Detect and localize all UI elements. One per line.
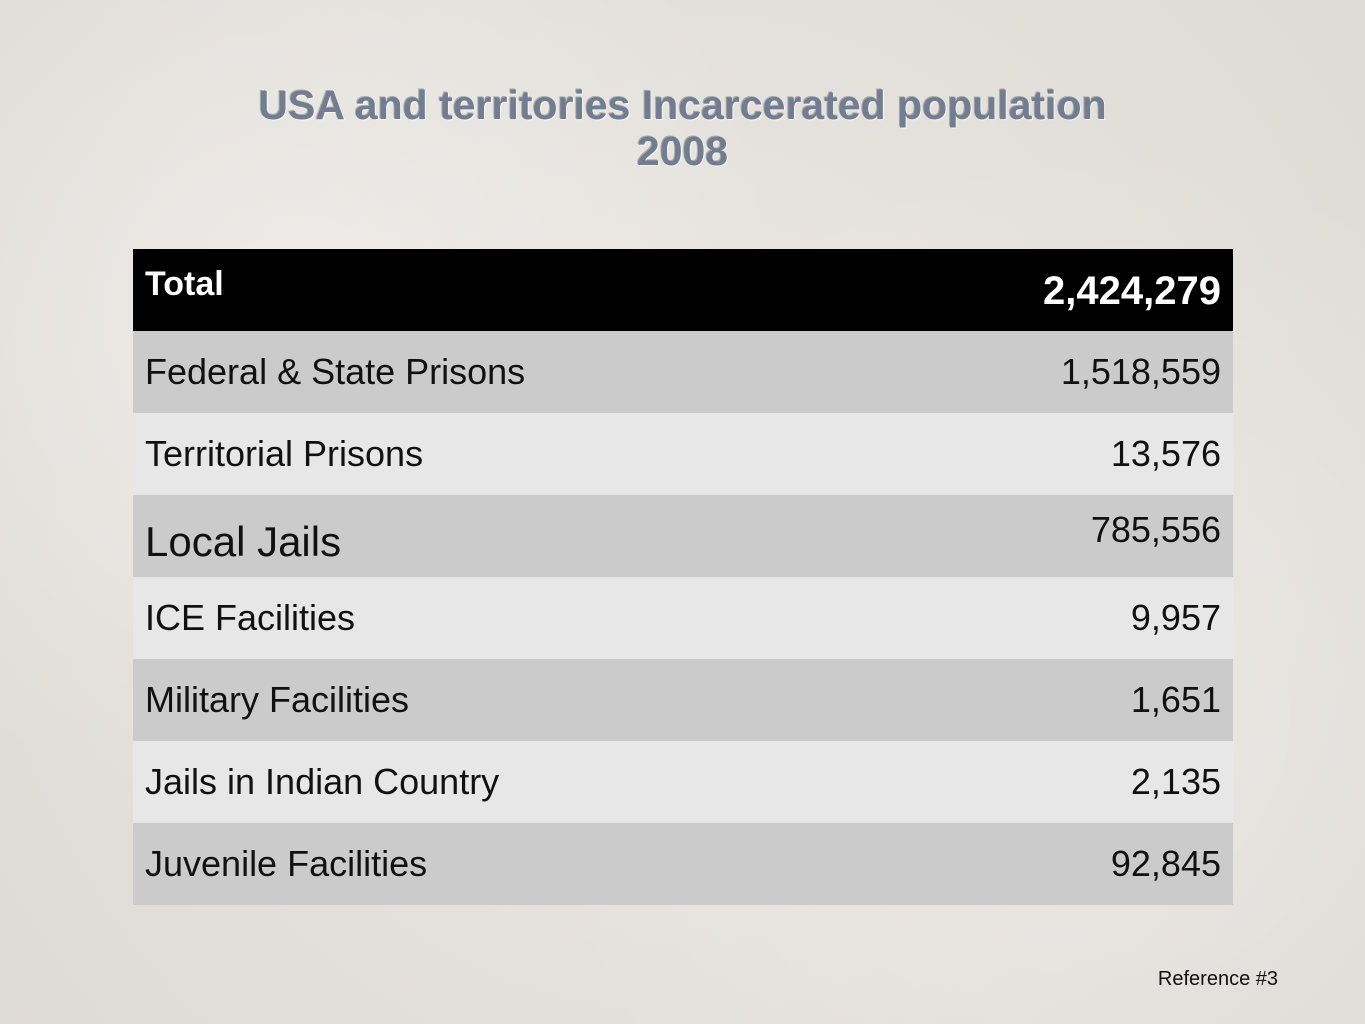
- table-row: Jails in Indian Country 2,135: [133, 741, 1233, 823]
- row-value: 9,957: [1130, 597, 1221, 638]
- row-value: 2,135: [1130, 761, 1221, 802]
- incarceration-table: Total 2,424,279 Federal & State Prisons …: [133, 249, 1233, 905]
- row-value: 785,556: [1090, 509, 1221, 550]
- table-row: Juvenile Facilities 92,845: [133, 823, 1233, 905]
- slide-title: USA and territories Incarcerated populat…: [0, 82, 1365, 174]
- row-label: Military Facilities: [145, 679, 410, 720]
- row-value: 13,576: [1110, 433, 1221, 474]
- table-row: Territorial Prisons 13,576: [133, 413, 1233, 495]
- table-row: Local Jails 785,556: [133, 495, 1233, 577]
- reference-note: Reference #3: [1157, 968, 1278, 990]
- table-row: Federal & State Prisons 1,518,559: [133, 331, 1233, 413]
- row-label: Local Jails: [145, 518, 342, 565]
- total-value: 2,424,279: [1043, 268, 1221, 313]
- table-row: Military Facilities 1,651: [133, 659, 1233, 741]
- row-label: ICE Facilities: [145, 597, 356, 638]
- slide-title-line-2: 2008: [636, 128, 729, 174]
- row-value: 1,518,559: [1060, 351, 1221, 392]
- total-label: Total: [145, 264, 224, 303]
- row-value: 92,845: [1110, 843, 1221, 884]
- row-label: Jails in Indian Country: [145, 761, 500, 802]
- row-value: 1,651: [1130, 679, 1221, 720]
- row-label: Federal & State Prisons: [145, 351, 526, 392]
- table-header-row: Total 2,424,279: [133, 249, 1233, 331]
- slide-title-line-1: USA and territories Incarcerated populat…: [258, 82, 1107, 128]
- row-label: Juvenile Facilities: [145, 843, 428, 884]
- table-row: ICE Facilities 9,957: [133, 577, 1233, 659]
- row-label: Territorial Prisons: [145, 433, 424, 474]
